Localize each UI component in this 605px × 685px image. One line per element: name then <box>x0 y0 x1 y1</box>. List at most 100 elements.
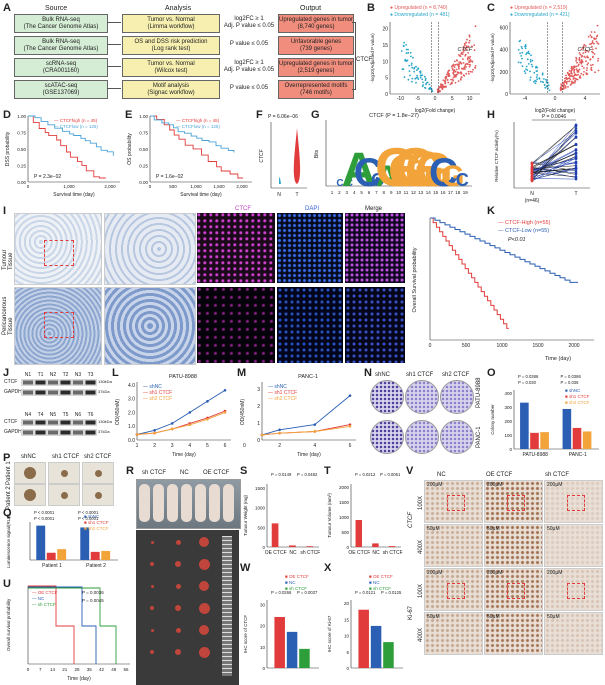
x-axis-label: Time (day) <box>67 676 91 682</box>
organoid-image <box>48 484 80 506</box>
volcano-point <box>577 63 580 66</box>
x-tick: 0 <box>27 184 30 189</box>
data-point <box>348 425 352 428</box>
category-label: sh CTCF <box>383 550 403 556</box>
volcano-point <box>560 86 562 88</box>
pair-line <box>531 131 577 164</box>
volcano-point <box>472 68 474 71</box>
bar <box>46 552 56 560</box>
tumour <box>198 558 210 570</box>
position-tick: 4 <box>353 190 356 195</box>
y-axis-label: Luminescence signal(RLU) <box>6 513 11 568</box>
volcano-point <box>468 57 471 60</box>
x-tick: 7 <box>39 667 42 672</box>
y-tick: 0 <box>385 92 388 98</box>
bar <box>101 550 111 560</box>
legend-entry: ■ NC <box>285 580 296 585</box>
volcano-point <box>576 71 579 73</box>
volcano-point <box>460 51 463 54</box>
volcano-point <box>565 74 567 77</box>
y-tick: 3.0 <box>128 397 135 403</box>
tumour <box>175 627 181 633</box>
position-tick: 1 <box>331 190 334 195</box>
a-header-analysis: Analysis <box>165 5 192 12</box>
volcano-point <box>586 63 589 66</box>
motif-letter: C <box>429 151 458 195</box>
x-tick: N <box>530 191 534 197</box>
volcano-point <box>562 83 565 85</box>
volcano-point <box>528 52 531 55</box>
volcano-point <box>547 84 550 87</box>
ihc-image: 200μM <box>544 480 603 523</box>
ruler <box>222 536 232 676</box>
colony-well <box>440 420 474 454</box>
volcano-point <box>419 74 422 77</box>
series-line <box>136 389 226 435</box>
position-tick: 8 <box>383 190 386 195</box>
volcano-point <box>590 42 593 45</box>
y-tick: 500 <box>257 525 265 530</box>
tumour <box>150 540 154 544</box>
volcano-point <box>576 61 578 64</box>
volcano-point <box>572 67 575 70</box>
lane-label: N2 <box>50 372 57 378</box>
volcano-point <box>577 73 579 76</box>
legend-up: ● Upregulated (n = 8,740) <box>390 5 448 11</box>
volcano-point <box>586 55 589 58</box>
x-tick: 1,500 <box>213 184 225 189</box>
volcano-point <box>564 87 567 89</box>
blot-row-label: CTCF <box>4 379 17 385</box>
blot-row-label: CTCF <box>4 419 17 425</box>
volcano-point <box>426 81 429 84</box>
pair-line <box>531 168 577 173</box>
scale-bar-label: 200μM <box>547 570 563 576</box>
panel-r-label: R <box>126 465 134 477</box>
volcano-point <box>560 83 563 86</box>
volcano-point <box>570 66 573 68</box>
panel-f-label: F <box>256 109 263 121</box>
n-row-panc: PANC-1 <box>476 426 482 448</box>
blot-band <box>48 390 58 395</box>
volcano-point <box>474 66 476 69</box>
tumor-point <box>574 173 578 176</box>
bar <box>271 523 279 547</box>
volcano-point <box>462 51 465 53</box>
volcano-point <box>517 48 520 51</box>
ihc-image: 50μM <box>484 524 543 567</box>
volcano-point <box>445 86 447 88</box>
volcano-point <box>580 62 583 65</box>
volcano-point <box>521 57 523 60</box>
volcano-point <box>454 81 457 84</box>
panel-n-label: N <box>364 367 372 379</box>
x-tick: 2,000 <box>236 184 248 189</box>
volcano-point <box>452 76 455 79</box>
a-arrow-2 <box>107 66 121 67</box>
tumor-point <box>574 161 578 165</box>
pair-line <box>531 144 577 168</box>
volcano-point <box>529 70 531 73</box>
bar <box>370 625 382 668</box>
volcano-point <box>592 51 594 54</box>
v-col-nc: NC <box>437 472 446 478</box>
volcano-point <box>578 56 581 59</box>
volcano-point <box>460 53 462 55</box>
survival-curve <box>28 586 97 664</box>
volcano-point <box>589 43 591 46</box>
volcano-point <box>580 58 583 61</box>
volcano-point <box>519 61 522 64</box>
y-axis-label: Tumour Volume (mm³) <box>327 493 332 538</box>
legend-entry: ■ sh CTCF <box>285 586 307 591</box>
bar <box>289 545 296 547</box>
normal-point <box>530 179 534 183</box>
x-tick: 4 <box>584 96 587 102</box>
y-tick: 0.0 <box>128 438 135 444</box>
y-tick: 0 <box>505 92 508 98</box>
volcano-point <box>566 71 569 74</box>
blot-band <box>48 380 58 385</box>
pair-line <box>531 168 577 177</box>
normal-point <box>530 165 534 169</box>
legend-low: — CTCF-Low (n=55) <box>498 228 549 234</box>
pair-line <box>531 158 577 171</box>
p-value: P = 0.0125 <box>381 590 402 595</box>
category-label: Patient 1 <box>42 563 62 569</box>
